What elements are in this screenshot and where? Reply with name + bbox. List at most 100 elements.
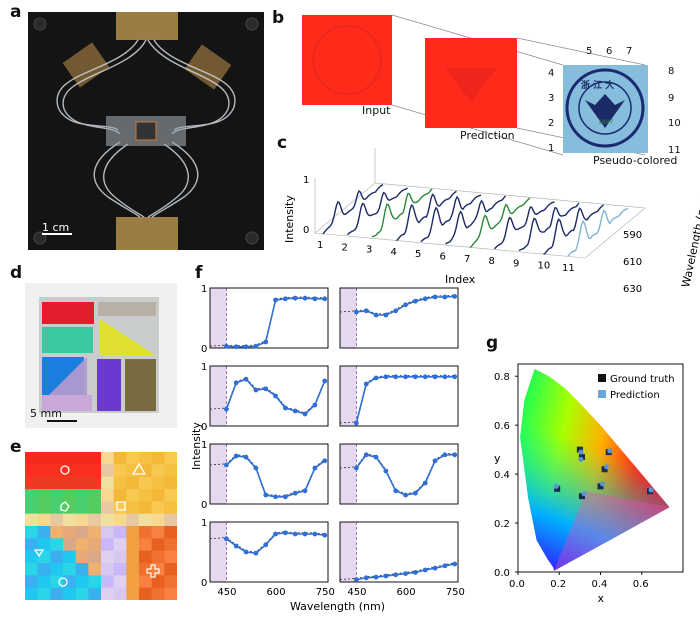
c-trace <box>371 188 433 238</box>
prediction-point <box>648 487 654 493</box>
c-index-tick: 4 <box>391 247 397 258</box>
f-ytick: 0 <box>201 578 207 589</box>
c-trace <box>445 195 507 245</box>
spectrum-point <box>243 376 249 382</box>
g-ylabel: y <box>494 452 501 465</box>
spectrum-point <box>442 294 448 300</box>
spectrum-point <box>292 490 298 496</box>
spectrum-line <box>225 455 326 498</box>
spectrum-point <box>273 531 278 537</box>
spectrum-point <box>422 567 428 573</box>
spectrum-point <box>273 297 278 303</box>
panel-e-label: e <box>10 437 22 457</box>
legend-ground-truth: Ground truth <box>610 374 675 385</box>
spectrum-point <box>243 344 249 350</box>
c-trace <box>322 183 384 235</box>
g-ytick: 0.0 <box>494 568 510 579</box>
scale-bar-a: 1 cm <box>42 221 70 234</box>
spectrum-point <box>393 308 399 314</box>
prediction-point <box>607 448 613 454</box>
spectrum-point <box>403 492 408 498</box>
logo-index: 10 <box>668 118 681 129</box>
logo-index: 4 <box>548 68 555 79</box>
f-ytick: 0 <box>201 344 207 355</box>
c-index-tick: 7 <box>464 254 470 265</box>
spectrum-point <box>442 452 448 458</box>
f-ytick: 0 <box>201 422 207 433</box>
f-xtick: 600 <box>397 587 416 598</box>
pseudo-colored-label: Pseudo-colored <box>593 154 678 167</box>
spectrum-point <box>253 465 259 471</box>
c-ztick: 610 <box>623 257 642 268</box>
panel-b-label: b <box>272 8 285 28</box>
spectrum-point <box>412 374 418 380</box>
input-label: Input <box>362 104 391 117</box>
spectrum-point <box>393 572 399 578</box>
spectrum-point <box>312 465 318 471</box>
g-xtick: 0.6 <box>633 579 649 590</box>
ground-truth-point <box>597 483 604 490</box>
logo-index: 3 <box>548 93 555 104</box>
g-xlabel: x <box>598 592 605 605</box>
ground-truth-point <box>576 446 583 453</box>
spectrum-point <box>302 531 308 537</box>
c-xlabel: Index <box>445 273 476 286</box>
spectrum-point <box>432 565 438 571</box>
spectrum-point <box>452 561 458 567</box>
spectrum-point <box>302 488 308 494</box>
reconstructed-map <box>25 452 177 600</box>
f-ylabel: Intensity <box>190 422 203 470</box>
spectrum-point <box>393 374 399 380</box>
spectrum-point <box>263 339 269 345</box>
spectrum-point <box>302 295 308 301</box>
spectrum-point <box>383 312 389 318</box>
c-index-tick: 10 <box>538 261 551 272</box>
spectrum-point <box>322 296 328 302</box>
spectrum-point <box>223 462 229 468</box>
spectrum-point <box>273 494 278 500</box>
logo-index: 8 <box>668 66 675 77</box>
spectrum-point <box>243 454 249 460</box>
spectrum-point <box>363 452 369 458</box>
prediction-point <box>578 449 584 455</box>
ground-truth-point <box>601 466 608 473</box>
c-index-tick: 1 <box>317 240 323 251</box>
device-photo <box>28 12 264 250</box>
spectrum-point <box>243 549 249 555</box>
spectrum-point <box>363 381 369 387</box>
spectrum-point <box>263 386 269 392</box>
c-zlabel: Wavelength (nm) <box>679 193 700 289</box>
f-xtick: 750 <box>446 587 465 598</box>
spectrum-point <box>412 490 418 496</box>
spectrum-point <box>292 408 298 414</box>
logo-index: 5 <box>586 46 593 57</box>
spectrum-point <box>373 375 379 381</box>
spectrum-point <box>312 531 318 537</box>
legend-gt-swatch <box>598 374 606 382</box>
c-ytick: 0 <box>303 225 309 236</box>
spectrum-point <box>422 296 428 302</box>
spectrum-point <box>442 563 448 569</box>
g-xtick: 0.2 <box>550 579 566 590</box>
c-trace <box>420 194 482 243</box>
prediction-point <box>604 464 610 470</box>
spectrum-point <box>282 494 288 500</box>
f-xlabel: Wavelength (nm) <box>290 600 385 613</box>
c-index-tick: 11 <box>562 263 575 274</box>
spectrum-point <box>403 374 408 380</box>
spectrum-subplot: 1 0 450 600 750 <box>201 518 335 598</box>
c-ylabel: Intensity <box>285 195 296 243</box>
spectrum-point <box>223 343 229 349</box>
legend-pred-swatch <box>598 390 606 398</box>
spectrum-point <box>383 374 389 380</box>
c-index-tick: 6 <box>440 252 446 263</box>
f-xtick: 450 <box>217 587 236 598</box>
spectrum-subplot: 450 600 750 <box>339 521 465 598</box>
c-index-tick: 3 <box>366 245 372 256</box>
spectrum-line <box>355 453 455 496</box>
spectrum-point <box>223 406 229 412</box>
panel-d-label: d <box>10 263 23 283</box>
g-ytick: 0.8 <box>494 372 510 383</box>
f-xtick: 600 <box>267 587 286 598</box>
c-trace <box>567 207 629 257</box>
